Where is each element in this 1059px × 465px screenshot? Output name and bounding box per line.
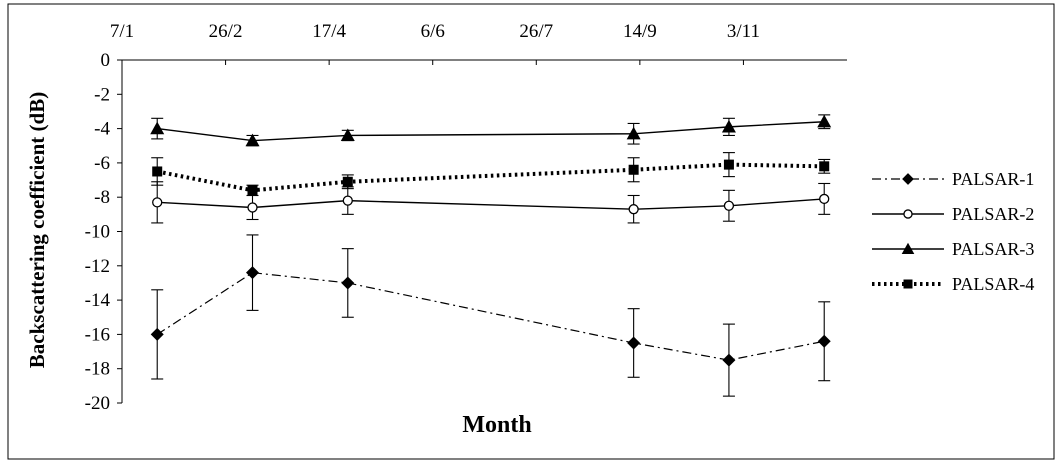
y-tick-label: -6 xyxy=(94,153,110,174)
data-point xyxy=(247,185,258,196)
data-point xyxy=(152,166,163,177)
legend-marker xyxy=(901,242,915,255)
data-point xyxy=(245,133,260,147)
data-point xyxy=(819,193,830,205)
legend-entry-palsar-3: PALSAR-3 xyxy=(872,239,1034,259)
y-tick-label: -8 xyxy=(94,187,110,208)
data-point xyxy=(150,121,165,135)
data-point xyxy=(342,176,353,187)
legend-label: PALSAR-4 xyxy=(952,274,1034,294)
legend-entry-palsar-2: PALSAR-2 xyxy=(872,204,1034,224)
y-tick-label: -12 xyxy=(85,256,110,277)
data-point xyxy=(627,336,641,350)
y-tick-label: -16 xyxy=(85,324,110,345)
data-point xyxy=(150,327,164,341)
data-point xyxy=(342,195,353,206)
chart-frame xyxy=(7,3,1055,460)
x-axis-title: Month xyxy=(462,412,531,438)
series-palsar-2 xyxy=(151,181,831,224)
legend: PALSAR-1 PALSAR-2 PALSAR-3 PALSAR-4 xyxy=(872,169,1034,294)
data-point xyxy=(626,126,641,140)
legend-label: PALSAR-3 xyxy=(952,239,1034,259)
x-tick-label: 7/1 xyxy=(110,21,134,42)
series-line xyxy=(156,162,825,193)
data-point xyxy=(722,353,736,367)
x-tick-label: 14/9 xyxy=(623,21,657,42)
series-line xyxy=(157,198,825,210)
data-point xyxy=(723,159,734,170)
y-axis: 0 -2 -4 -6 -8 -10 -12 -14 -16 -18 -20 xyxy=(85,50,123,414)
data-point xyxy=(721,119,736,133)
x-tick-label: 6/6 xyxy=(421,21,445,42)
legend-marker xyxy=(902,173,914,185)
y-tick-label: -10 xyxy=(85,222,110,243)
data-point xyxy=(152,197,163,208)
data-point xyxy=(628,164,639,175)
data-point xyxy=(817,334,831,348)
data-point xyxy=(341,276,355,290)
y-tick-label: -2 xyxy=(94,84,110,105)
data-point xyxy=(819,161,830,172)
legend-marker xyxy=(903,279,913,289)
y-tick-label: -20 xyxy=(85,393,110,414)
y-tick-label: -14 xyxy=(85,290,111,311)
series-line xyxy=(156,272,825,361)
data-point xyxy=(628,204,639,215)
legend-entry-palsar-4: PALSAR-4 xyxy=(872,274,1034,294)
y-tick-label: 0 xyxy=(101,50,111,71)
x-tick-label: 26/2 xyxy=(209,21,243,42)
x-tick-label: 3/11 xyxy=(727,21,760,42)
series-line xyxy=(157,121,825,142)
legend-label: PALSAR-2 xyxy=(952,204,1034,224)
series-palsar-3 xyxy=(150,114,832,147)
data-point xyxy=(340,128,355,142)
y-axis-title: Backscattering coefficient (dB) xyxy=(25,92,49,368)
legend-label: PALSAR-1 xyxy=(952,169,1034,189)
x-tick-label: 26/7 xyxy=(519,21,553,42)
y-tick-label: -4 xyxy=(94,119,110,140)
x-axis: 7/1 26/2 17/4 6/6 26/7 14/9 3/11 xyxy=(110,21,847,65)
series-palsar-1 xyxy=(150,234,831,397)
series-palsar-4 xyxy=(151,152,831,197)
legend-marker xyxy=(903,209,913,219)
data-point xyxy=(247,202,258,213)
y-tick-label: -18 xyxy=(85,359,110,380)
series-layer xyxy=(150,114,832,397)
data-point xyxy=(246,266,259,280)
data-point xyxy=(723,200,735,211)
legend-entry-palsar-1: PALSAR-1 xyxy=(872,169,1034,189)
data-point xyxy=(817,114,832,128)
x-tick-label: 17/4 xyxy=(312,21,346,42)
